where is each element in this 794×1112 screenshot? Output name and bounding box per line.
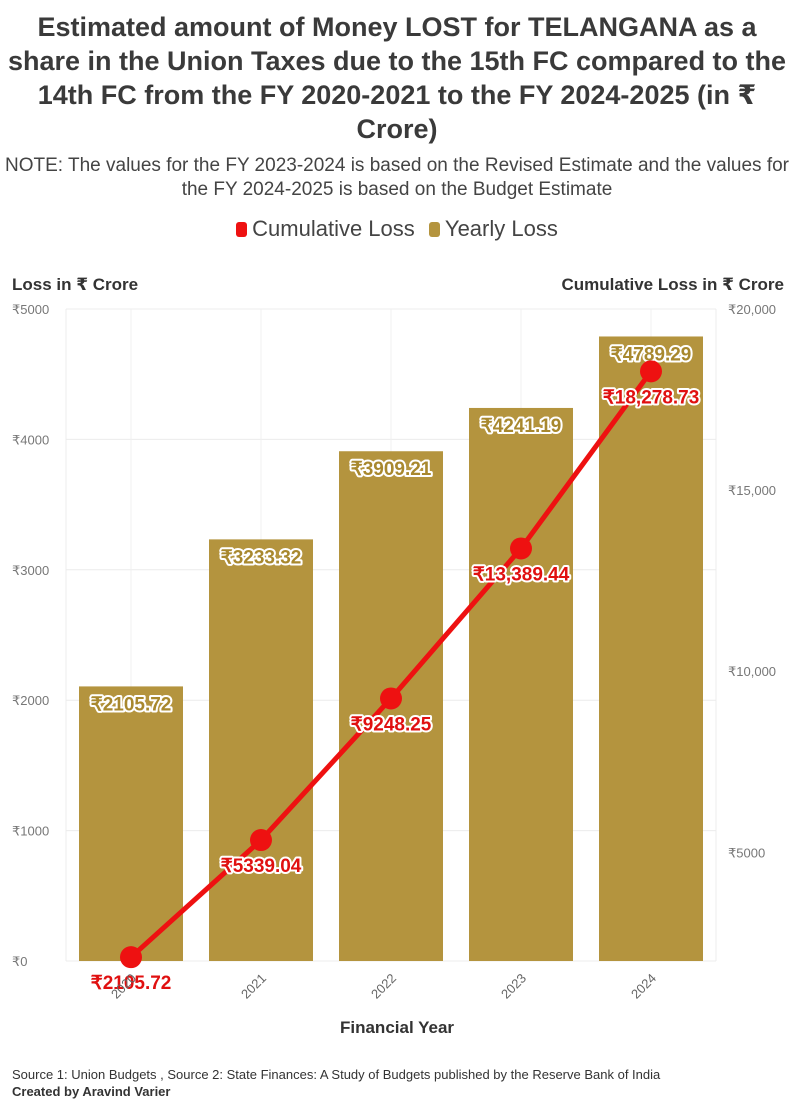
cumulative-point (510, 537, 532, 560)
left-tick-label: ₹3000 (12, 563, 49, 578)
x-tick-label: 2023 (498, 971, 529, 1002)
source-note: Source 1: Union Budgets , Source 2: Stat… (12, 1067, 661, 1082)
bar-yearly-loss (79, 686, 183, 961)
bar-value-label: ₹3233.32 (221, 547, 302, 568)
right-tick-label: ₹10,000 (728, 664, 776, 679)
chart-subtitle: NOTE: The values for the FY 2023-2024 is… (4, 155, 790, 200)
cumulative-value-label: ₹18,278.73 (603, 387, 700, 408)
cumulative-point (120, 946, 142, 969)
cumulative-point (380, 687, 402, 710)
x-tick-label: 2024 (628, 971, 659, 1002)
x-axis-title: Financial Year (339, 1018, 455, 1037)
left-tick-label: ₹4000 (12, 432, 49, 447)
left-tick-label: ₹5000 (12, 302, 49, 317)
chart-title: Estimated amount of Money LOST for TELAN… (7, 12, 787, 144)
bar-value-label: ₹2105.72 (91, 694, 172, 715)
right-tick-label: ₹20,000 (728, 302, 776, 317)
cumulative-point (250, 829, 272, 852)
cumulative-value-label: ₹5339.04 (221, 856, 302, 877)
left-axis-title: Loss in ₹ Crore (12, 275, 139, 294)
right-axis-title: Cumulative Loss in ₹ Crore (561, 275, 785, 294)
cumulative-value-label: ₹2105.72 (91, 973, 172, 994)
bar-yearly-loss (599, 336, 703, 962)
legend-label-yearly: Yearly Loss (444, 216, 558, 241)
left-tick-label: ₹1000 (12, 824, 49, 839)
legend-item-cumulative[interactable]: Cumulative Loss (236, 216, 415, 242)
bar-yearly-loss (209, 539, 313, 961)
legend: Cumulative Loss Yearly Loss (0, 216, 794, 242)
left-tick-label: ₹2000 (12, 693, 49, 708)
legend-item-yearly[interactable]: Yearly Loss (428, 216, 558, 242)
right-tick-label: ₹5000 (728, 845, 765, 860)
x-tick-label: 2022 (368, 971, 399, 1002)
left-tick-label: ₹0 (12, 954, 28, 969)
credit-note: Created by Aravind Varier (12, 1084, 171, 1099)
cumulative-value-label: ₹9248.25 (351, 714, 432, 735)
x-tick-label: 2021 (238, 971, 269, 1002)
cumulative-point (640, 360, 662, 383)
legend-label-cumulative: Cumulative Loss (252, 216, 415, 241)
bar-yearly-loss (469, 407, 573, 961)
cumulative-value-label: ₹13,389.44 (473, 564, 570, 585)
bar-value-label: ₹4241.19 (481, 416, 562, 437)
legend-swatch-cumulative (236, 222, 248, 237)
legend-swatch-yearly (428, 222, 440, 237)
right-tick-label: ₹15,000 (728, 483, 776, 498)
bar-value-label: ₹3909.21 (351, 459, 432, 480)
